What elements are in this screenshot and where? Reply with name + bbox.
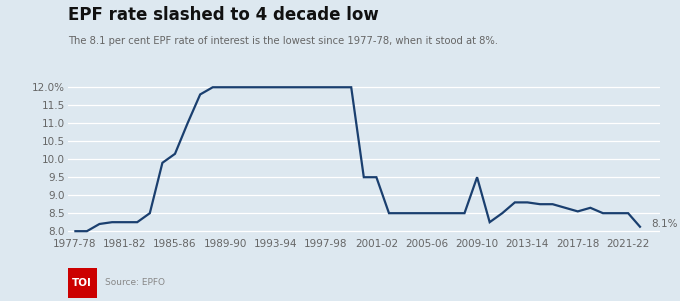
Text: EPF rate slashed to 4 decade low: EPF rate slashed to 4 decade low: [68, 6, 379, 24]
Text: TOI: TOI: [72, 278, 92, 288]
Text: Source: EPFO: Source: EPFO: [105, 278, 165, 287]
Text: 8.1%: 8.1%: [651, 219, 677, 229]
Text: The 8.1 per cent EPF rate of interest is the lowest since 1977-78, when it stood: The 8.1 per cent EPF rate of interest is…: [68, 36, 498, 46]
